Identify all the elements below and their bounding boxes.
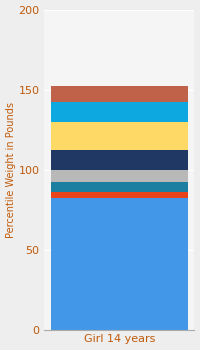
Bar: [51, 169, 188, 182]
Y-axis label: Percentile Weight in Pounds: Percentile Weight in Pounds: [6, 102, 16, 238]
Bar: [51, 192, 188, 198]
Bar: [51, 182, 188, 192]
Bar: [51, 86, 188, 102]
Bar: [51, 121, 188, 150]
Bar: [51, 198, 188, 330]
Bar: [51, 150, 188, 169]
Bar: [51, 102, 188, 121]
